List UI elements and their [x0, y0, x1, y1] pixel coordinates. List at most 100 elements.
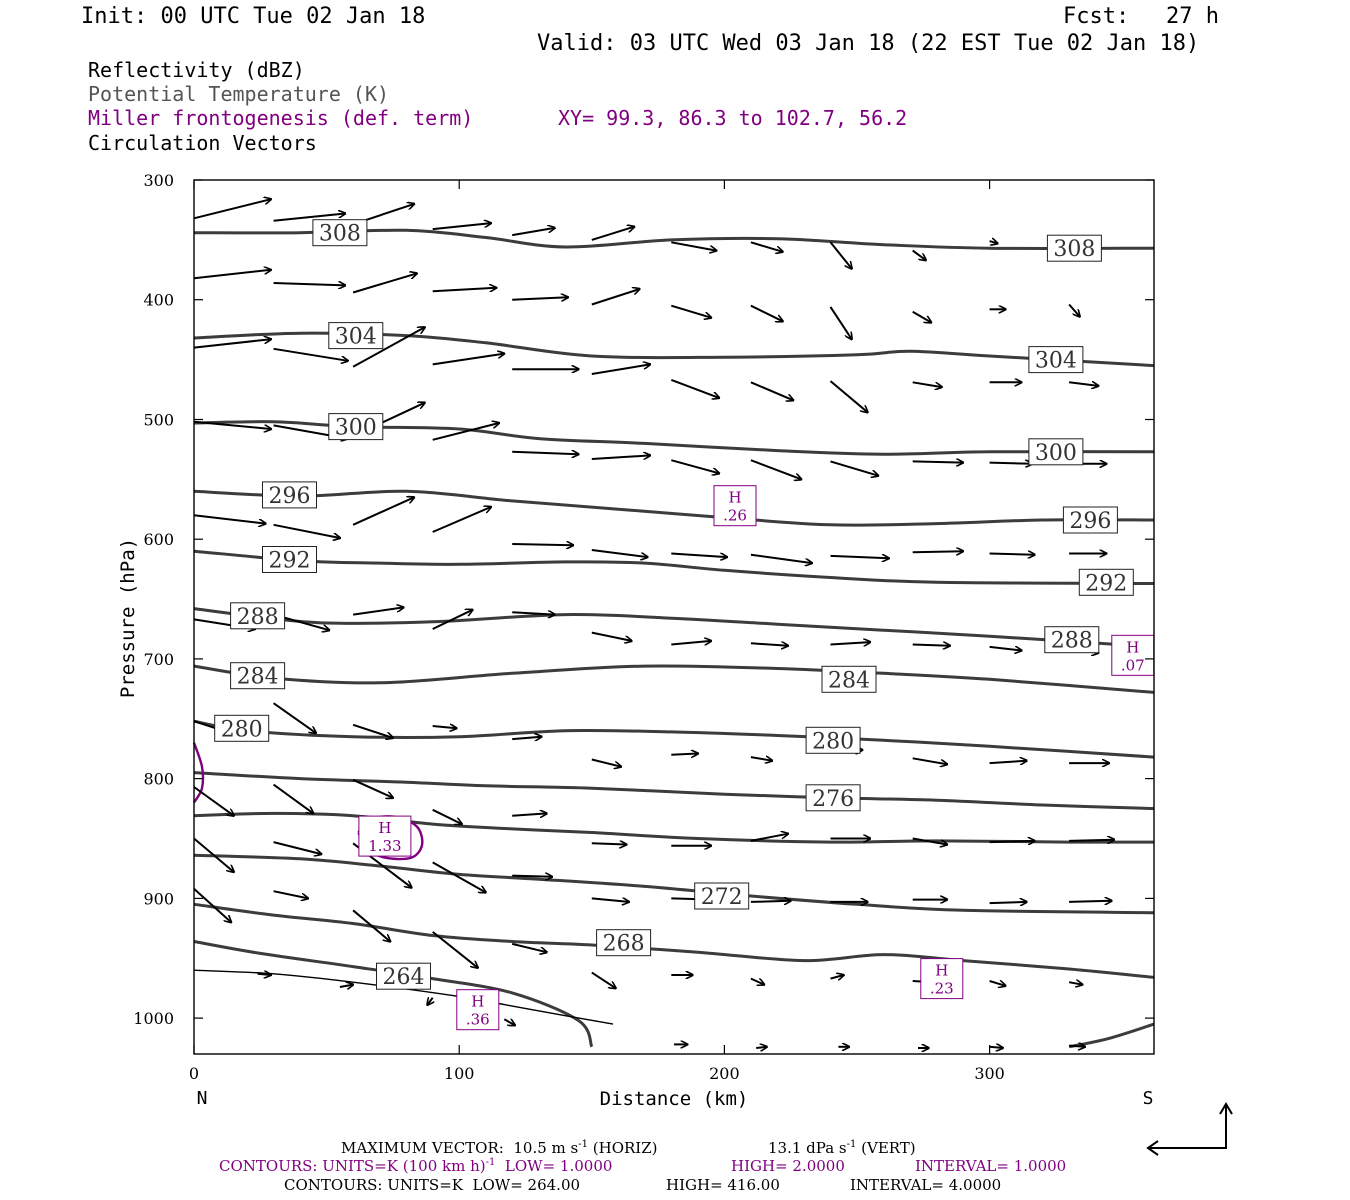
- max-vector-label: MAXIMUM VECTOR:: [341, 1139, 504, 1157]
- circulation-vector: [591, 455, 650, 460]
- contour-label: 288: [1051, 629, 1093, 654]
- frontogenesis-max-value: 1.33: [368, 837, 401, 855]
- circulation-vector: [273, 783, 314, 814]
- contour-label: 264: [383, 965, 425, 990]
- circulation-vector: [512, 452, 578, 454]
- circulation-vector: [273, 214, 346, 222]
- circulation-vector: [912, 551, 963, 552]
- circulation-vector: [989, 841, 1035, 842]
- circulation-vector: [512, 737, 541, 739]
- max-vert-line: 13.1 dPa s-1 (VERT): [768, 1139, 916, 1157]
- contour-label: 284: [828, 668, 870, 693]
- circulation-vector: [1068, 982, 1082, 984]
- circulation-vector: [912, 249, 926, 261]
- circulation-vector: [671, 552, 727, 558]
- circulation-vector: [352, 778, 393, 798]
- contour-label: 292: [269, 549, 311, 574]
- circulation-vector: [750, 977, 764, 985]
- frontogenesis-max-letter: H: [728, 489, 741, 507]
- circulation-vector: [912, 757, 947, 764]
- circulation-vector: [512, 297, 568, 299]
- frontogenesis-max-letter: H: [935, 962, 948, 980]
- circulation-vector: [432, 354, 505, 366]
- circulation-vector: [591, 758, 621, 767]
- circulation-vector: [511, 942, 547, 952]
- circulation-vector: [912, 461, 963, 462]
- circulation-vector: [591, 289, 640, 306]
- theta-contour-284: [193, 664, 1155, 694]
- contour-label: 292: [1085, 571, 1127, 596]
- circulation-vector: [670, 378, 719, 398]
- circulation-vector: [339, 985, 353, 987]
- circulation-vector: [432, 931, 478, 968]
- frontogenesis-max-value: .36: [466, 1011, 490, 1029]
- fronto-units-exponent: -1: [485, 1157, 496, 1168]
- circulation-vector: [830, 975, 844, 979]
- circulation-vector: [591, 631, 632, 641]
- theta-contour-264: [1068, 1022, 1155, 1049]
- frontogenesis-max-value: .23: [930, 980, 954, 998]
- contour-label-box: [1046, 234, 1102, 262]
- contour-label: 300: [335, 416, 377, 441]
- circulation-vector: [193, 339, 271, 349]
- circulation-vector: [273, 841, 322, 854]
- contour-label: 304: [335, 325, 377, 350]
- circulation-vector: [352, 273, 417, 294]
- circulation-vector: [1068, 382, 1098, 386]
- circulation-vector: [432, 610, 473, 630]
- circulation-vector: [352, 327, 425, 368]
- fronto-low: LOW= 1.0000: [504, 1157, 613, 1175]
- circulation-vector: [193, 514, 266, 523]
- theta-contour-272: [193, 853, 1155, 915]
- circulation-vector: [193, 888, 231, 923]
- contour-label: 272: [701, 885, 743, 910]
- theta-high: HIGH= 416.00: [666, 1176, 780, 1194]
- circulation-vector: [273, 283, 346, 285]
- circulation-vector: [1069, 840, 1114, 841]
- circulation-vector: [750, 241, 783, 252]
- contour-label-box: [312, 219, 368, 247]
- frontogenesis-max-box: [713, 485, 757, 527]
- vert-value: 13.1 dPa s: [768, 1139, 847, 1157]
- circulation-vector: [591, 971, 616, 989]
- contour-label: 284: [237, 665, 279, 690]
- circulation-vector: [591, 227, 634, 241]
- vectors-title: Circulation Vectors: [88, 131, 317, 155]
- circulation-vector: [756, 1047, 767, 1048]
- circulation-vector: [432, 223, 491, 231]
- fronto-high: HIGH= 2.0000: [731, 1157, 845, 1175]
- contour-label-box: [262, 481, 317, 509]
- forecast-hour: 27 h: [1166, 4, 1219, 29]
- circulation-vector: [427, 998, 432, 1005]
- theta-contour-info: CONTOURS: UNITS=K LOW= 264.00: [284, 1176, 580, 1194]
- y-tick-label: 300: [143, 171, 174, 190]
- theta-title: Potential Temperature (K): [88, 82, 390, 106]
- contour-label-box: [376, 962, 431, 990]
- contour-label: 300: [1035, 441, 1077, 466]
- theta-units: CONTOURS: UNITS=K: [284, 1176, 463, 1194]
- circulation-vector: [912, 837, 947, 845]
- circulation-vector: [193, 199, 271, 220]
- south-label: S: [1143, 1088, 1154, 1109]
- y-axis-title: Pressure (hPa): [117, 538, 139, 698]
- contour-label: 288: [237, 605, 279, 630]
- y-tick-label: 800: [143, 770, 174, 789]
- contour-label-box: [214, 714, 270, 742]
- circulation-vector: [750, 834, 788, 842]
- circulation-vector: [989, 981, 1006, 986]
- init-time: Init: 00 UTC Tue 02 Jan 18: [81, 4, 426, 29]
- contour-label-box: [230, 662, 286, 690]
- circulation-vector: [273, 347, 348, 361]
- circulation-vector: [830, 460, 879, 475]
- contour-label: 304: [1035, 349, 1077, 374]
- circulation-vector: [432, 288, 497, 293]
- contour-label: 276: [812, 787, 854, 812]
- circulation-vector: [257, 974, 271, 975]
- fronto-contour-info: CONTOURS: UNITS=K (100 km h)-1 LOW= 1.00…: [219, 1157, 612, 1175]
- frontogenesis-max-box: [358, 815, 412, 857]
- circulation-vector: [432, 808, 462, 824]
- contour-label: 268: [603, 932, 645, 957]
- contour-label: 280: [812, 729, 854, 754]
- circulation-vector: [512, 813, 547, 815]
- circulation-vector: [591, 364, 650, 375]
